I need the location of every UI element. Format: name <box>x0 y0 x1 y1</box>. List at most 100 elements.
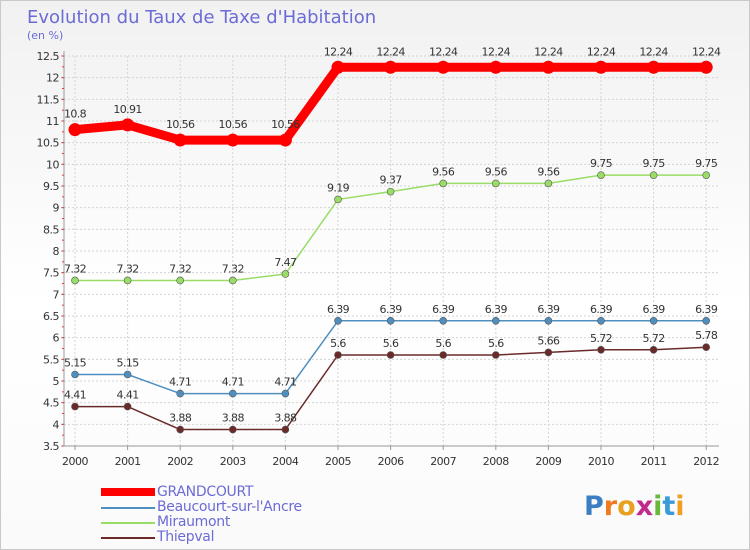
data-point <box>71 276 79 285</box>
data-label: 10.8 <box>64 108 87 121</box>
data-label: 7.47 <box>274 256 297 269</box>
data-point <box>544 179 553 188</box>
data-label: 9.75 <box>643 157 666 170</box>
data-label: 10.91 <box>113 103 142 116</box>
x-tick-label: 2005 <box>325 455 351 468</box>
data-label: 9.56 <box>537 165 560 178</box>
data-point <box>68 123 82 137</box>
data-point <box>123 276 132 285</box>
data-point <box>439 179 448 188</box>
data-point <box>71 370 79 379</box>
x-tick-label: 2011 <box>641 455 667 468</box>
y-tick-label: 5.5 <box>43 353 59 366</box>
x-tick-label: 2004 <box>272 455 298 468</box>
y-tick-label: 12 <box>46 72 59 85</box>
data-label: 5.66 <box>537 334 560 347</box>
data-point <box>597 316 605 325</box>
data-label: 5.6 <box>435 337 451 350</box>
data-point <box>176 425 184 434</box>
x-tick-label: 2006 <box>378 455 404 468</box>
y-tick-label: 11 <box>46 115 59 128</box>
data-label: 9.37 <box>380 174 403 187</box>
logo-letter: P <box>584 491 604 522</box>
data-label: 3.88 <box>169 412 192 425</box>
y-tick-label: 8.5 <box>43 223 59 236</box>
y-tick-label: 10 <box>46 158 59 171</box>
data-point <box>281 389 290 398</box>
data-label: 5.15 <box>64 357 87 370</box>
data-point <box>491 316 500 325</box>
chart-subtitle: (en %) <box>27 29 64 42</box>
data-label: 3.88 <box>222 412 245 425</box>
data-label: 10.56 <box>271 118 300 131</box>
data-point <box>278 133 292 147</box>
data-point <box>491 351 500 359</box>
x-tick-label: 2010 <box>588 455 614 468</box>
data-label: 12.24 <box>482 45 511 58</box>
data-point <box>176 276 184 285</box>
x-tick-label: 2007 <box>430 455 456 468</box>
data-label: 5.72 <box>590 332 612 345</box>
data-label: 6.39 <box>537 303 560 316</box>
data-point <box>491 179 500 188</box>
y-tick-label: 11.5 <box>37 93 60 106</box>
data-point <box>649 171 658 179</box>
data-label: 4.71 <box>222 376 244 389</box>
y-tick-label: 8 <box>53 245 60 258</box>
data-point <box>334 195 342 204</box>
logo-letter: t <box>662 491 676 522</box>
legend-label-miraumont: Miraumont <box>157 514 231 530</box>
data-point <box>649 345 658 354</box>
legend-swatch-thiepval <box>101 537 155 539</box>
y-tick-label: 7.5 <box>43 267 59 280</box>
data-point <box>384 60 398 74</box>
logo-letter: i <box>653 491 663 522</box>
data-point <box>281 425 290 434</box>
data-point <box>226 133 240 147</box>
y-tick-label: 9.5 <box>43 180 59 193</box>
data-point <box>334 316 342 325</box>
data-point <box>386 187 395 196</box>
data-label: 12.24 <box>639 45 668 58</box>
data-point <box>702 171 711 179</box>
y-tick-label: 4.5 <box>43 397 59 410</box>
data-label: 7.32 <box>169 262 191 275</box>
data-point <box>173 133 187 147</box>
x-tick-label: 2003 <box>220 455 246 468</box>
x-tick-label: 2002 <box>167 455 193 468</box>
data-point <box>699 60 713 74</box>
data-point <box>123 370 132 379</box>
x-tick-label: 2001 <box>115 455 141 468</box>
data-label: 5.78 <box>695 329 718 342</box>
x-tick-label: 2008 <box>483 455 509 468</box>
legend-label-grandcourt: GRANDCOURT <box>157 484 254 500</box>
data-label: 12.24 <box>429 45 458 58</box>
data-label: 3.88 <box>274 412 297 425</box>
y-tick-label: 4 <box>53 418 60 431</box>
data-label: 5.6 <box>330 337 346 350</box>
data-label: 9.75 <box>590 157 613 170</box>
data-point <box>334 351 342 359</box>
data-point <box>123 402 132 411</box>
data-point <box>439 316 448 325</box>
data-point <box>544 348 553 357</box>
proxiti-logo: Proxiti <box>584 491 685 522</box>
logo-letter: o <box>617 491 636 522</box>
data-label: 4.41 <box>64 389 86 402</box>
legend-label-beaucourt: Beaucourt-sur-l'Ancre <box>157 499 302 515</box>
y-tick-label: 5 <box>53 375 60 388</box>
data-label: 6.39 <box>695 303 718 316</box>
data-point <box>541 60 555 74</box>
data-label: 4.71 <box>169 376 191 389</box>
chart-title: Evolution du Taux de Taxe d'Habitation <box>27 7 377 28</box>
data-point <box>597 171 605 179</box>
data-label: 5.6 <box>488 337 504 350</box>
data-label: 9.56 <box>485 165 508 178</box>
data-point <box>386 316 395 325</box>
data-point <box>229 276 237 285</box>
data-label: 10.56 <box>219 118 248 131</box>
data-point <box>594 60 608 74</box>
data-label: 6.39 <box>590 303 613 316</box>
